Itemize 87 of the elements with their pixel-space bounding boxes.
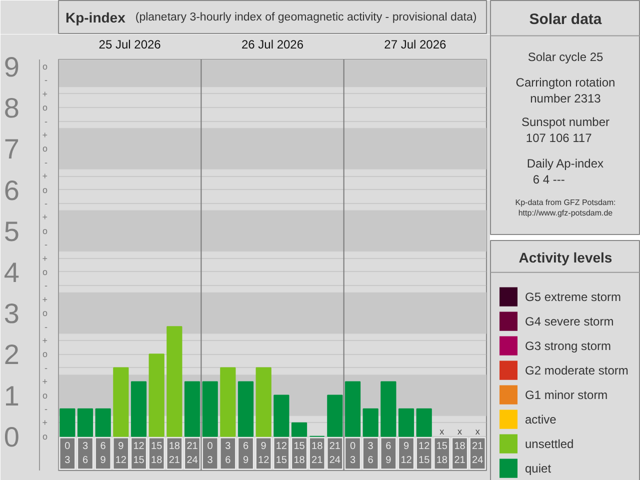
x-tick-label: 6 9 (386, 440, 392, 466)
y-tick-label: 2 (4, 339, 20, 370)
text: - (44, 322, 48, 332)
text: o (42, 308, 48, 318)
legend-label: quiet (525, 461, 552, 476)
x-tick-label: 21 24 (329, 440, 341, 466)
legend-label: G2 moderate storm (525, 363, 628, 378)
text: 107 106 117 (526, 130, 592, 145)
legend-label: G4 severe storm (525, 314, 614, 328)
legend-label: G1 minor storm (525, 388, 608, 402)
x-tick-label: 21 24 (472, 440, 484, 466)
y-tick-label: 8 (4, 92, 20, 124)
chart-subtitle: (planetary 3-hourly index of geomagnetic activity - provisional data) (135, 12, 477, 24)
text: + (42, 88, 48, 99)
text: x (475, 426, 480, 436)
text: + (42, 130, 48, 140)
text: + (42, 171, 48, 182)
text: + (42, 212, 48, 222)
text: o (42, 226, 48, 236)
chart-title: Kp-index (65, 10, 126, 26)
x-tick-label: 12 15 (418, 440, 430, 466)
text: Carrington rotation number 2313 (516, 75, 616, 106)
y-tick-label: 9 (4, 51, 20, 82)
x-tick-label: 6 9 (100, 440, 106, 466)
x-tick-label: 15 18 (436, 440, 448, 466)
text: Daily Ap-index (526, 156, 604, 170)
x-tick-label: 3 6 (225, 440, 232, 466)
legend-label: unsettled (525, 436, 574, 451)
text: 27 Jul 2026 (384, 38, 447, 52)
text: Solar cycle 25 (528, 50, 604, 64)
text: Sunspot number (521, 114, 610, 129)
y-tick-label: 1 (4, 380, 20, 412)
x-tick-label: 3 6 (368, 440, 374, 466)
text: 26 Jul 2026 (241, 38, 304, 52)
x-tick-label: 9 12 (115, 440, 127, 466)
text: - (44, 116, 48, 126)
text: - (44, 240, 48, 250)
x-tick-label: 21 24 (186, 440, 198, 466)
text: x (440, 426, 444, 436)
x-tick-label: 18 21 (454, 440, 466, 466)
legend-title: Activity levels (518, 250, 612, 266)
text: o (42, 61, 48, 72)
x-tick-label: 0 3 (64, 440, 71, 466)
x-tick-label: 9 12 (258, 440, 270, 466)
x-tick-label: 3 6 (82, 440, 88, 466)
text: - (44, 198, 48, 208)
text: o (42, 390, 48, 400)
x-tick-label: 0 3 (350, 440, 356, 466)
text: o (42, 144, 48, 154)
text: 25 Jul 2026 (98, 38, 162, 52)
text: + (42, 335, 48, 346)
x-tick-label: 12 15 (276, 440, 288, 466)
x-tick-label: 18 21 (312, 440, 324, 466)
text: + (42, 253, 48, 264)
text: o (42, 266, 48, 277)
y-tick-label: 7 (4, 134, 20, 165)
legend-label: active (525, 412, 557, 426)
legend-label: G3 strong storm (525, 338, 612, 353)
y-tick-label: 5 (4, 216, 20, 247)
x-tick-label: 15 18 (151, 440, 163, 466)
text: - (44, 157, 48, 168)
legend-label: G5 extreme storm (525, 290, 622, 304)
text: x (458, 426, 462, 436)
text: 6 4 --- (532, 172, 565, 187)
y-tick-label: 0 (4, 421, 20, 452)
x-tick-label: 0 3 (207, 440, 214, 466)
text: o (42, 102, 48, 113)
text: o (42, 431, 48, 442)
text: - (44, 404, 48, 414)
x-tick-label: 15 18 (294, 440, 306, 466)
text: - (44, 362, 48, 373)
x-tick-label: 18 21 (168, 440, 180, 466)
text: + (42, 376, 48, 387)
text: - (44, 75, 48, 86)
text: - (44, 280, 48, 291)
text: o (42, 349, 48, 360)
text: + (42, 294, 48, 304)
text: Kp-data from GFZ Potsdam: http://www.gfz-potsdam.de (515, 198, 616, 218)
x-tick-label: 12 15 (133, 440, 145, 466)
y-tick-label: 6 (4, 174, 20, 206)
text: + (42, 418, 48, 428)
x-tick-label: 9 12 (400, 440, 412, 466)
y-tick-label: 3 (4, 298, 20, 330)
text: Solar data (529, 10, 602, 28)
x-tick-label: 6 9 (242, 440, 249, 466)
text: o (42, 184, 48, 195)
y-tick-label: 4 (4, 256, 20, 288)
